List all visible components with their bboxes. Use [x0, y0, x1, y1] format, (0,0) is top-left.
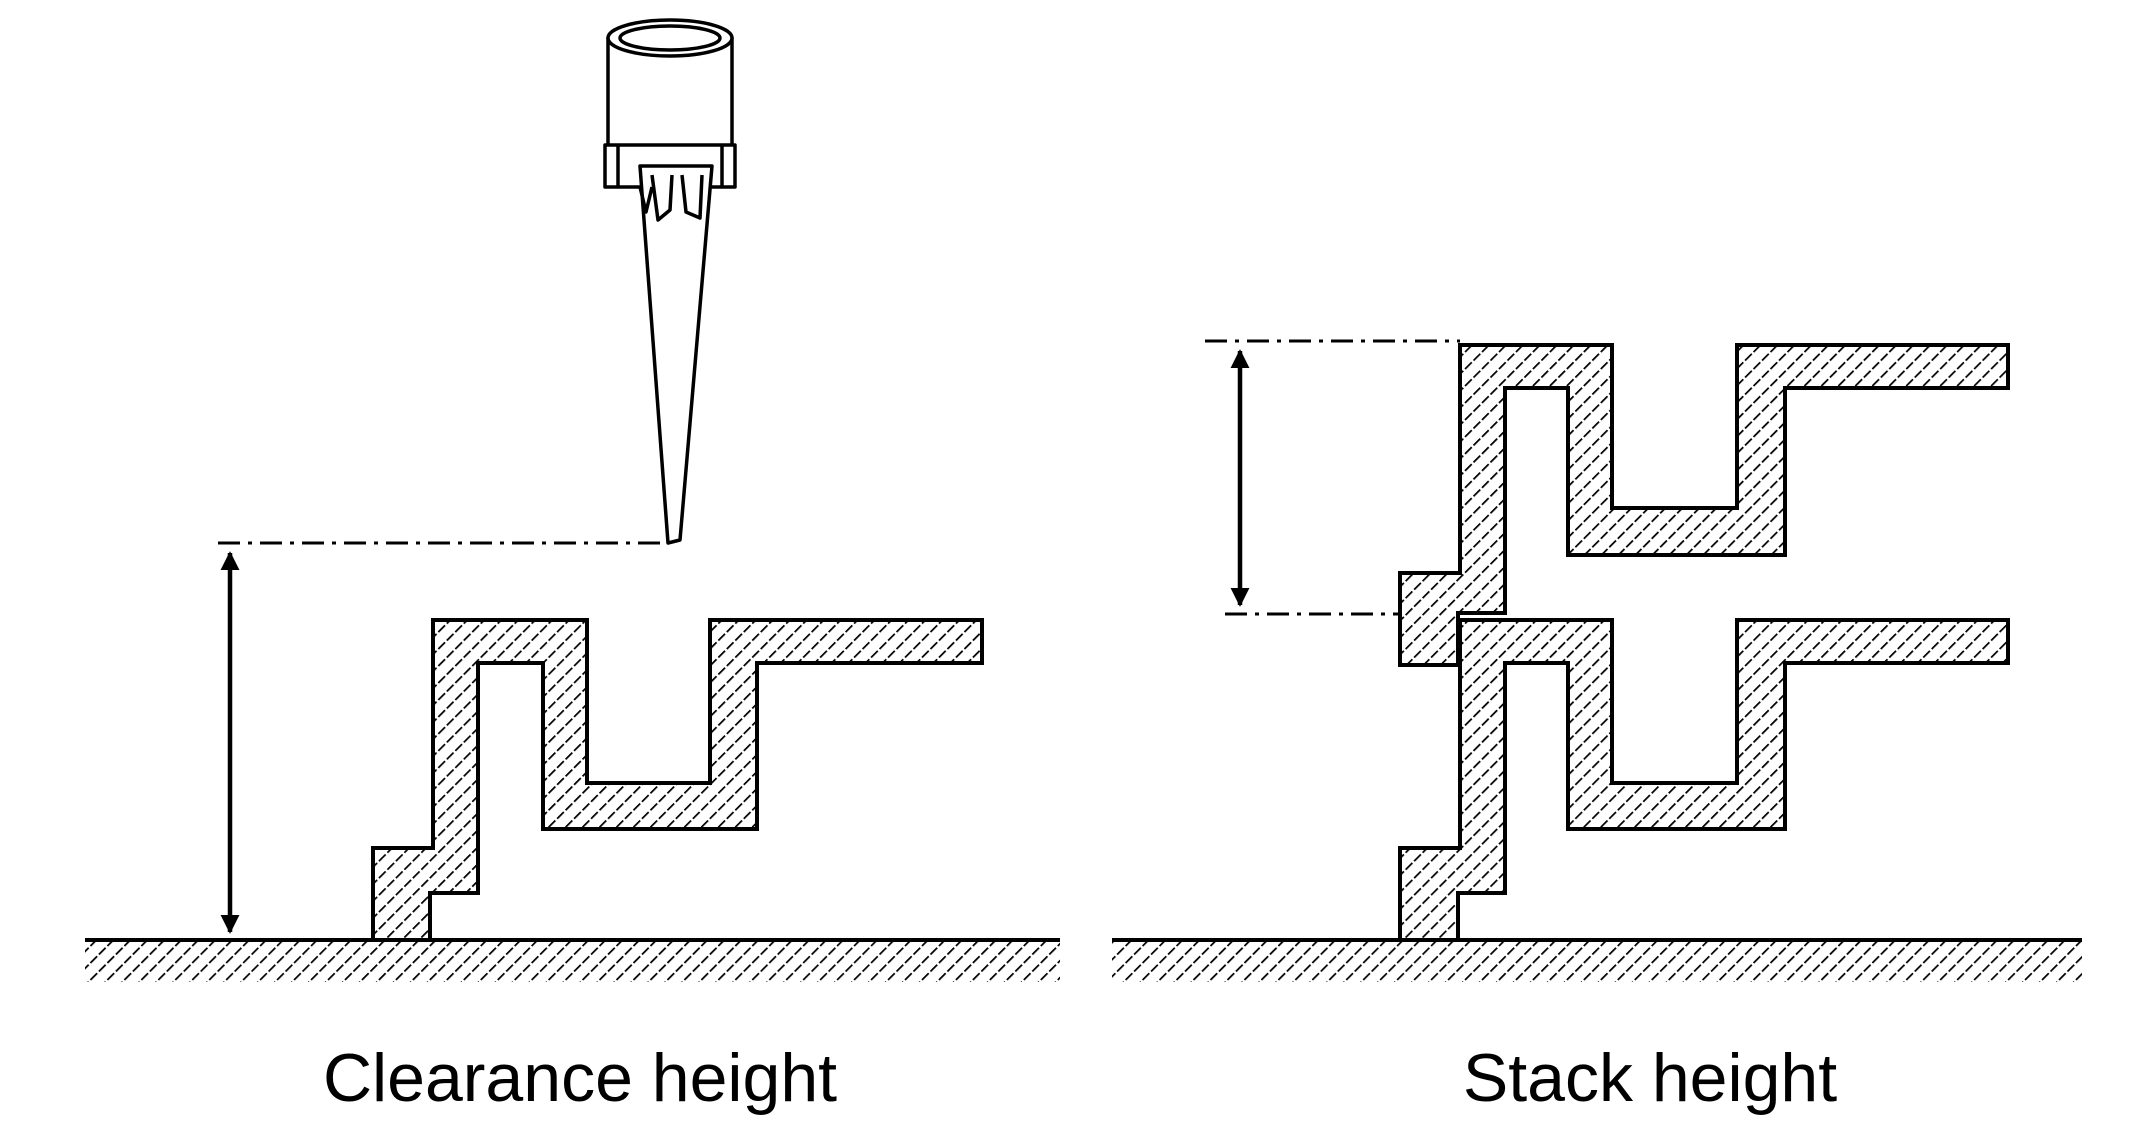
caption-stack-height: Stack height	[1462, 1040, 1838, 1116]
stack-panel	[1112, 339, 2082, 982]
caption-clearance-height: Clearance height	[322, 1040, 838, 1116]
rack-profile-lower	[1398, 618, 2010, 942]
rack-profile-upper	[1398, 343, 2010, 667]
clearance-panel	[85, 18, 1060, 982]
rack-profile-left	[371, 618, 984, 942]
ground-right	[1112, 940, 2082, 982]
pipette-tip	[603, 18, 737, 545]
ground-left	[85, 940, 1060, 982]
